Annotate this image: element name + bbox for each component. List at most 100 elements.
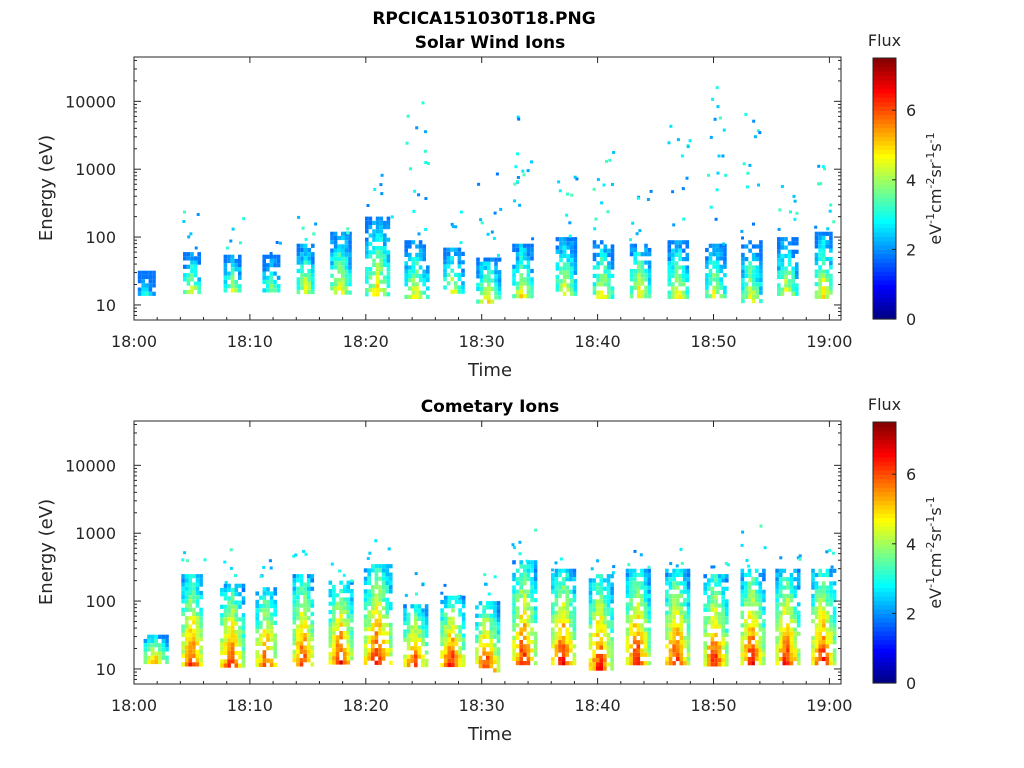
heat-cell — [825, 661, 830, 666]
heat-cell — [707, 586, 711, 591]
heat-cell — [223, 560, 227, 564]
colorbar-segment — [873, 123, 896, 129]
heat-cell — [227, 634, 231, 639]
heat-cell — [789, 648, 794, 653]
heat-cell — [715, 285, 720, 290]
colorbar-segment — [873, 240, 896, 246]
heat-cell — [606, 603, 611, 608]
heat-cell — [647, 568, 651, 573]
heat-cell — [671, 290, 675, 295]
heat-cell — [332, 635, 336, 640]
heat-cell — [681, 248, 686, 253]
heat-cell — [374, 660, 379, 665]
heat-cell — [378, 601, 382, 607]
heat-cell — [526, 273, 531, 278]
heat-cell — [679, 661, 684, 666]
heat-cell — [599, 637, 604, 642]
heat-cell — [494, 286, 498, 292]
heat-cell — [588, 645, 593, 650]
heat-cell — [625, 589, 630, 594]
heat-cell — [350, 656, 354, 661]
heat-cell — [629, 568, 633, 573]
heat-cell — [683, 602, 687, 607]
heat-cell — [483, 295, 487, 300]
heat-cell — [643, 581, 648, 586]
heat-cell — [751, 282, 756, 287]
heat-cell — [386, 216, 391, 221]
heat-cell — [647, 581, 651, 586]
heat-cell — [610, 582, 614, 587]
colorbar-segment — [873, 205, 896, 211]
heat-cell — [818, 294, 822, 299]
heat-cell — [328, 631, 333, 636]
heat-cell — [754, 623, 759, 628]
heat-cell — [378, 589, 382, 594]
heat-cell — [512, 623, 516, 628]
heat-cell — [241, 655, 246, 660]
heat-cell — [829, 627, 833, 632]
heat-cell — [561, 614, 566, 620]
heat-cell — [777, 245, 781, 250]
heat-cell — [199, 649, 203, 654]
heat-cell — [526, 614, 531, 619]
heat-cell — [475, 659, 479, 665]
heat-cell — [303, 595, 307, 600]
heat-cell — [269, 637, 274, 642]
heat-cell — [818, 240, 822, 245]
heat-cell — [365, 254, 369, 259]
heat-cell — [811, 652, 815, 657]
heat-cell — [559, 283, 563, 288]
heat-cell — [273, 650, 277, 655]
heat-cell — [150, 647, 155, 652]
heat-cell — [145, 270, 149, 275]
heat-cell — [672, 598, 676, 603]
heat-cell — [526, 564, 531, 569]
heat-cell — [346, 635, 351, 640]
heat-cell — [188, 624, 193, 629]
heat-cell — [741, 530, 745, 534]
heat-cell — [422, 282, 426, 287]
heat-cell — [143, 643, 148, 648]
heat-cell — [778, 619, 783, 624]
heat-cell — [588, 607, 593, 612]
heat-cell — [703, 658, 707, 663]
colorbar-segment — [873, 136, 896, 142]
heat-cell — [629, 243, 634, 248]
heat-cell — [592, 611, 596, 617]
heat-cell — [403, 616, 407, 621]
heat-cell — [789, 598, 794, 603]
heat-cell — [825, 631, 830, 636]
heat-cell — [723, 285, 727, 290]
heat-cell — [830, 565, 834, 569]
heat-cell — [337, 256, 341, 262]
heat-cell — [588, 641, 593, 646]
heat-cell — [683, 581, 687, 586]
heat-cell — [230, 279, 235, 285]
heat-cell — [190, 256, 194, 261]
heat-cell — [230, 271, 235, 276]
heat-cell — [559, 270, 563, 275]
heat-cell — [296, 247, 301, 253]
heat-cell — [565, 213, 569, 217]
heat-cell — [262, 587, 267, 592]
heat-cell — [192, 611, 196, 617]
heat-cell — [569, 614, 573, 620]
heat-cell — [554, 614, 559, 620]
heat-cell — [409, 167, 413, 171]
heat-cell — [346, 643, 351, 648]
heat-cell — [186, 252, 191, 257]
heat-cell — [526, 294, 531, 299]
heat-cell — [640, 661, 644, 666]
heat-cell — [188, 653, 193, 659]
heat-cell — [475, 605, 479, 610]
heat-cell — [675, 656, 680, 662]
heat-cell — [296, 632, 300, 638]
heat-cell — [447, 616, 452, 621]
heat-cell — [411, 278, 416, 283]
heat-cell — [339, 647, 343, 652]
heat-cell — [603, 244, 608, 249]
heat-cell — [344, 252, 349, 257]
heat-cell — [725, 662, 729, 667]
heat-cell — [310, 624, 315, 629]
